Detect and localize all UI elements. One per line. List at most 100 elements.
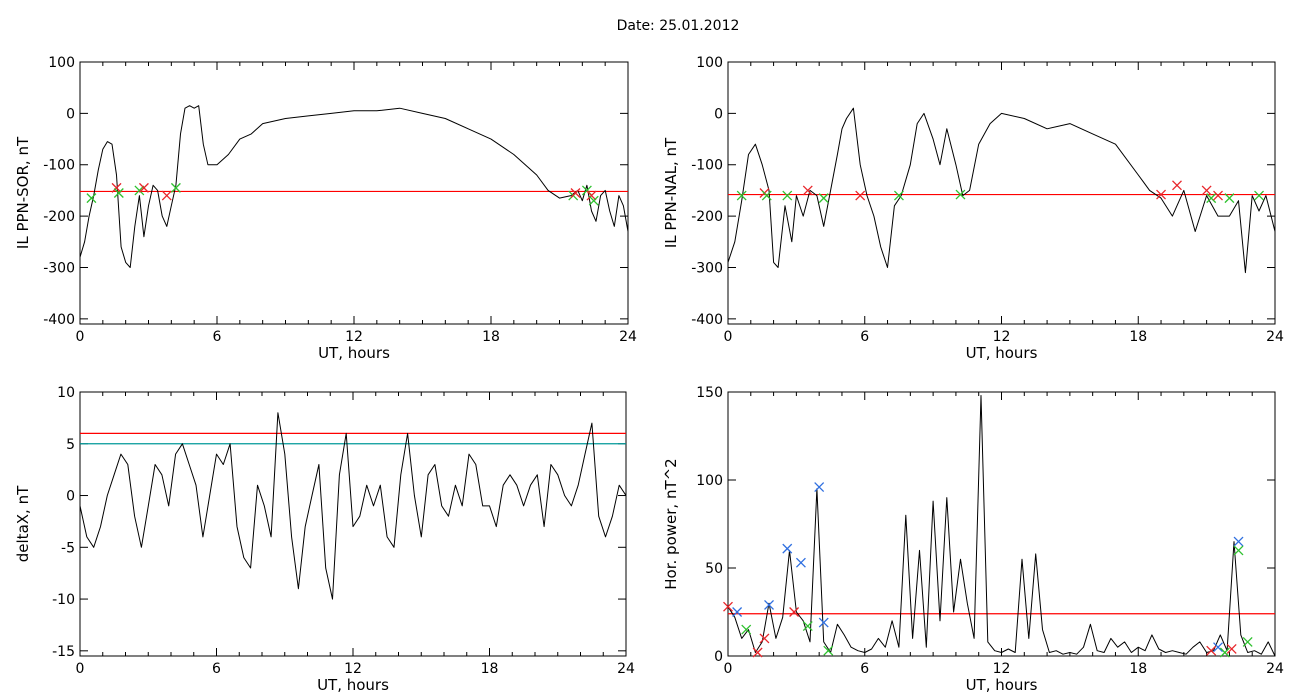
x-tick-label: 12	[344, 661, 362, 677]
event-marker	[1224, 193, 1235, 204]
x-tick-label: 0	[724, 661, 733, 677]
event-marker	[1206, 193, 1217, 204]
x-axis-label: UT, hours	[966, 676, 1038, 694]
y-axis-label: Hor. power, nT^2	[662, 458, 680, 589]
x-tick-label: 12	[993, 329, 1011, 345]
x-axis-label: UT, hours	[966, 344, 1038, 362]
event-marker	[1242, 636, 1253, 647]
event-marker	[113, 188, 124, 198]
plot-frame	[79, 61, 629, 325]
event-marker	[855, 190, 866, 201]
event-marker	[795, 557, 806, 568]
event-marker	[1213, 190, 1223, 201]
x-tick-label: 0	[724, 329, 733, 345]
plot-frame	[727, 391, 1276, 657]
event-marker	[893, 190, 904, 201]
y-tick-label: 0	[66, 489, 75, 505]
event-marker	[955, 189, 966, 200]
event-marker	[814, 482, 825, 492]
event-marker	[1226, 644, 1237, 654]
y-tick-label: -300	[691, 260, 723, 276]
panel-hor-power: 0 6 12 18 24 150 100 50 0 UT, hours Hor. power, nT…	[662, 385, 1284, 694]
event-marker	[764, 600, 774, 610]
event-marker	[741, 624, 752, 635]
x-tick-label: 12	[993, 661, 1011, 677]
event-marker	[761, 190, 772, 201]
y-tick-label: 10	[57, 385, 75, 401]
x-tick-label: 24	[617, 661, 635, 677]
x-tick-label: 6	[860, 661, 869, 677]
event-marker	[1201, 185, 1212, 196]
event-marker	[732, 607, 743, 617]
event-marker	[134, 185, 145, 196]
y-tick-label: 100	[696, 55, 723, 71]
y-tick-label: -15	[52, 644, 75, 660]
event-marker	[1156, 189, 1167, 200]
event-marker	[1254, 190, 1265, 201]
event-marker	[86, 193, 97, 204]
event-marker	[802, 621, 813, 632]
x-tick-label: 18	[1129, 661, 1147, 677]
x-tick-label: 18	[1129, 329, 1147, 345]
y-tick-label: -300	[43, 260, 75, 276]
event-marker	[1206, 645, 1217, 656]
event-marker	[723, 601, 733, 612]
x-tick-label: 18	[482, 329, 500, 345]
y-tick-label: 0	[714, 106, 723, 122]
y-tick-label: 50	[705, 561, 723, 577]
x-axis-label: UT, hours	[318, 344, 390, 362]
panel-il-ppn-nal: 0 6 12 18 24 100 0 -100 -200 -300 -400 UT, hours IL …	[662, 55, 1284, 362]
event-marker	[1233, 536, 1244, 547]
y-tick-label: -400	[43, 312, 75, 328]
y-tick-label: 100	[696, 473, 723, 489]
y-tick-label: 0	[714, 649, 723, 665]
event-marker	[161, 190, 172, 201]
y-tick-label: -5	[61, 540, 75, 556]
event-marker	[111, 182, 122, 193]
event-marker	[752, 647, 763, 658]
y-tick-label: 150	[696, 385, 723, 401]
figure-title: Date: 25.01.2012	[616, 18, 740, 34]
event-marker	[170, 182, 181, 193]
x-tick-label: 6	[860, 329, 869, 345]
event-marker	[138, 182, 149, 193]
y-axis-label: IL PPN-NAL, nT	[662, 137, 680, 248]
event-marker	[823, 645, 834, 656]
y-tick-label: -100	[43, 158, 75, 174]
event-marker	[586, 190, 597, 201]
event-marker	[782, 543, 793, 554]
event-marker	[1219, 647, 1230, 658]
series-line	[727, 395, 1276, 657]
event-marker	[1233, 545, 1244, 556]
y-axis-label: deltaX, nT	[14, 485, 32, 562]
event-marker	[1213, 642, 1223, 653]
y-tick-label: 5	[66, 437, 75, 453]
event-marker	[759, 633, 770, 644]
event-marker	[588, 195, 599, 206]
event-marker	[789, 607, 800, 617]
x-tick-label: 0	[76, 329, 85, 345]
event-marker	[818, 617, 829, 628]
panel-il-ppn-sor: 0 6 12 18 24 100 0 -100 -200 -300 -400 UT, hours IL …	[14, 55, 637, 362]
series-line	[727, 107, 1276, 274]
y-tick-label: -200	[43, 209, 75, 225]
y-tick-label: 100	[48, 55, 75, 71]
x-tick-label: 0	[76, 661, 85, 677]
x-tick-label: 18	[481, 661, 499, 677]
series-line	[79, 412, 627, 600]
y-tick-label: 0	[66, 106, 75, 122]
x-tick-label: 6	[212, 661, 221, 677]
event-marker	[802, 185, 813, 196]
event-marker	[736, 190, 747, 201]
x-tick-label: 24	[1266, 661, 1284, 677]
event-marker	[1172, 180, 1182, 191]
x-tick-label: 12	[345, 329, 363, 345]
y-tick-label: -400	[691, 312, 723, 328]
x-tick-label: 24	[1266, 329, 1284, 345]
event-marker	[570, 188, 581, 198]
y-tick-label: -200	[691, 209, 723, 225]
y-axis-label: IL PPN-SOR, nT	[14, 136, 32, 249]
panel-deltax: 0 6 12 18 24 10 5 0 -5 -10 -15 UT, hours deltaX, nT	[14, 385, 635, 694]
series-line	[79, 105, 629, 268]
